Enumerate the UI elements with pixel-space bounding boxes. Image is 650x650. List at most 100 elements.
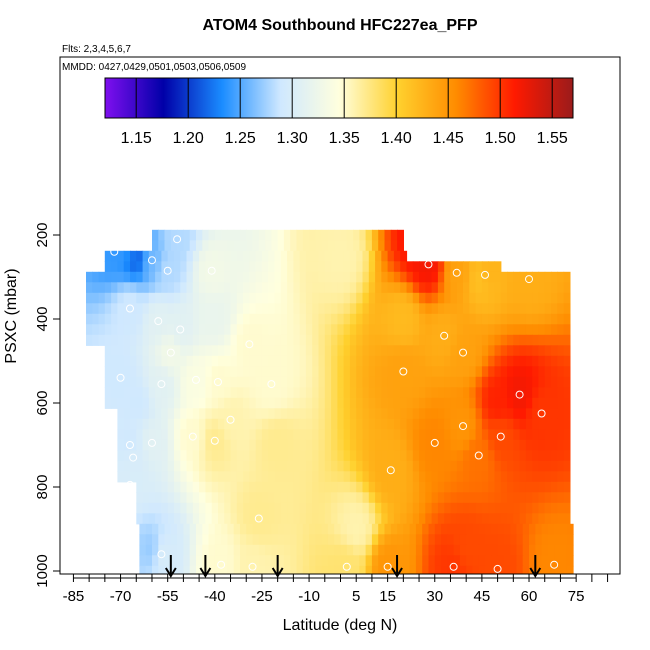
heatmap-cell <box>406 366 414 378</box>
heatmap-cell <box>211 334 219 346</box>
heatmap-cell <box>312 481 320 493</box>
heatmap-cell <box>218 355 225 367</box>
heatmap-cell <box>381 408 389 420</box>
heatmap-cell <box>111 303 118 315</box>
heatmap-cell <box>563 366 571 378</box>
heatmap-cell <box>346 229 354 241</box>
heatmap-cell <box>274 334 282 346</box>
heatmap-cell <box>437 324 445 336</box>
heatmap-cell <box>218 250 225 262</box>
heatmap-cell <box>302 534 310 546</box>
heatmap-cell <box>522 523 530 535</box>
heatmap-cell <box>161 397 169 409</box>
heatmap-cell <box>475 324 483 336</box>
heatmap-cell <box>280 450 288 462</box>
heatmap-cell <box>324 429 332 441</box>
heatmap-cell <box>318 271 326 283</box>
heatmap-cell <box>218 345 225 357</box>
heatmap-cell <box>475 345 483 357</box>
heatmap-cell <box>167 439 175 451</box>
heatmap-cell <box>507 303 514 315</box>
heatmap-cell <box>387 313 395 325</box>
heatmap-cell <box>293 408 301 420</box>
heatmap-cell <box>331 481 338 493</box>
heatmap-cell <box>400 376 408 388</box>
heatmap-cell <box>312 513 320 525</box>
heatmap-cell <box>406 460 414 472</box>
heatmap-cell <box>538 313 546 325</box>
heatmap-cell <box>155 345 162 357</box>
heatmap-cell <box>224 418 232 430</box>
heatmap-cell <box>400 481 408 493</box>
heatmap-cell <box>437 313 445 325</box>
heatmap-cell <box>459 555 467 567</box>
heatmap-cell <box>557 429 565 441</box>
heatmap-cell <box>412 334 420 346</box>
heatmap-cell <box>221 565 228 574</box>
heatmap-cell <box>381 387 389 399</box>
heatmap-cell <box>130 418 137 430</box>
heatmap-cell <box>437 418 445 430</box>
heatmap-cell <box>243 471 250 483</box>
heatmap-cell <box>441 555 448 567</box>
heatmap-cell <box>560 534 568 546</box>
heatmap-cell <box>488 355 496 367</box>
heatmap-cell <box>463 513 470 525</box>
x-tick-label: -40 <box>204 588 226 605</box>
heatmap-cell <box>481 387 489 399</box>
heatmap-cell <box>180 250 188 262</box>
heatmap-cell <box>538 376 546 388</box>
heatmap-cell <box>92 313 100 325</box>
heatmap-cell <box>268 397 276 409</box>
heatmap-cell <box>412 397 420 409</box>
heatmap-cell <box>331 250 338 262</box>
heatmap-cell <box>104 366 112 378</box>
heatmap-cell <box>299 261 307 273</box>
heatmap-cell <box>214 229 222 241</box>
heatmap-cell <box>475 292 483 304</box>
heatmap-cell <box>488 408 496 420</box>
heatmap-cell <box>444 397 452 409</box>
heatmap-cell <box>261 471 269 483</box>
heatmap-cell <box>563 460 571 472</box>
heatmap-cell <box>192 250 200 262</box>
heatmap-cell <box>437 366 445 378</box>
heatmap-cell <box>111 250 118 262</box>
heatmap-cell <box>456 271 464 283</box>
heatmap-cell <box>525 271 533 283</box>
heatmap-cell <box>375 471 382 483</box>
heatmap-cell <box>500 303 508 315</box>
heatmap-cell <box>503 555 511 567</box>
heatmap-cell <box>519 471 527 483</box>
heatmap-cell <box>507 282 514 294</box>
heatmap-cell <box>208 555 216 567</box>
heatmap-cell <box>142 261 150 273</box>
heatmap-cell <box>111 345 118 357</box>
heatmap-cell <box>507 271 514 283</box>
heatmap-cell <box>444 345 452 357</box>
heatmap-cell <box>161 345 169 357</box>
heatmap-cell <box>142 313 150 325</box>
heatmap-cell <box>299 418 307 430</box>
heatmap-cell <box>155 387 162 399</box>
heatmap-cell <box>180 334 188 346</box>
heatmap-cell <box>393 397 401 409</box>
heatmap-cell <box>551 418 558 430</box>
heatmap-cell <box>412 387 420 399</box>
heatmap-cell <box>155 502 162 514</box>
heatmap-cell <box>324 397 332 409</box>
heatmap-cell <box>337 439 345 451</box>
sample-point <box>110 247 119 256</box>
heatmap-cell <box>130 408 137 420</box>
heatmap-cell <box>152 544 159 556</box>
heatmap-cell <box>148 345 156 357</box>
heatmap-cell <box>236 261 244 273</box>
heatmap-cell <box>161 408 169 420</box>
heatmap-cell <box>236 324 244 336</box>
heatmap-cell <box>353 523 360 535</box>
heatmap-cell <box>522 544 530 556</box>
heatmap-cell <box>441 523 448 535</box>
heatmap-cell <box>268 345 276 357</box>
heatmap-cell <box>566 534 574 546</box>
heatmap-cell <box>180 481 188 493</box>
